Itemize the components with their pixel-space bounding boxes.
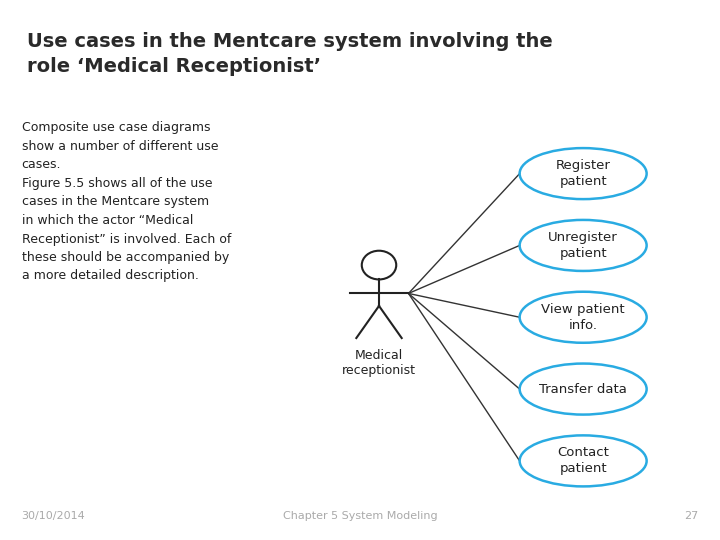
Text: View patient
info.: View patient info. (541, 303, 625, 332)
Text: Unregister
patient: Unregister patient (548, 231, 618, 260)
Text: Use cases in the Mentcare system involving the
role ‘Medical Receptionist’: Use cases in the Mentcare system involvi… (27, 32, 553, 76)
Text: Chapter 5 System Modeling: Chapter 5 System Modeling (283, 511, 437, 521)
Text: Transfer data: Transfer data (539, 382, 627, 396)
Text: Register
patient: Register patient (556, 159, 611, 188)
Text: Medical
receptionist: Medical receptionist (342, 349, 416, 377)
Text: Composite use case diagrams
show a number of different use
cases.
Figure 5.5 sho: Composite use case diagrams show a numbe… (22, 122, 231, 282)
Text: Software Engineering
Ian Sommerville: Software Engineering Ian Sommerville (633, 70, 692, 81)
Text: 30/10/2014: 30/10/2014 (22, 511, 86, 521)
Text: 27: 27 (684, 511, 698, 521)
Text: Contact
patient: Contact patient (557, 447, 609, 475)
